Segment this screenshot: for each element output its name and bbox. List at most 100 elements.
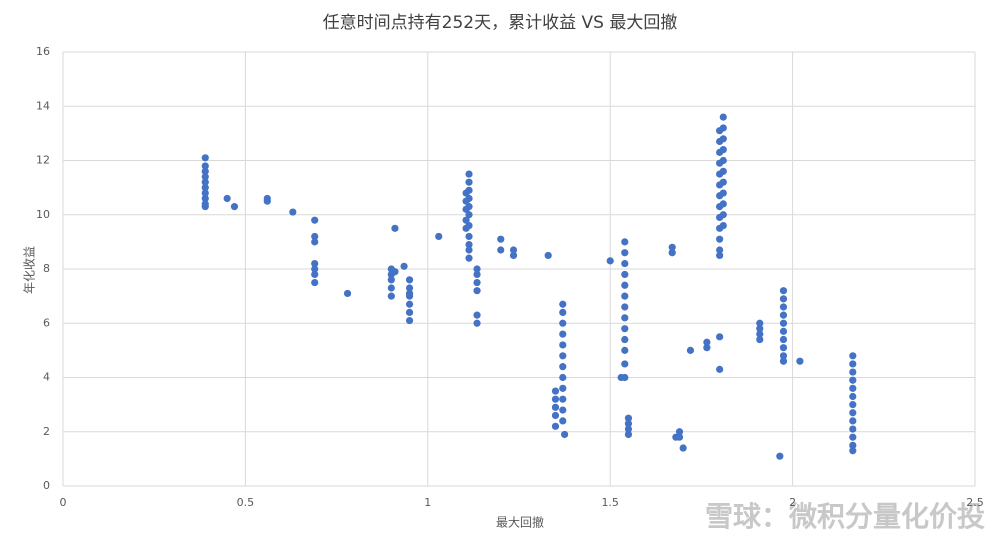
point — [465, 178, 473, 186]
x-tick-label: 2 — [789, 496, 796, 509]
point — [559, 417, 567, 425]
point — [624, 414, 633, 422]
x-tick-label: 1 — [424, 496, 431, 509]
point — [559, 352, 567, 360]
point — [544, 251, 552, 260]
point — [473, 319, 481, 327]
point — [405, 308, 414, 316]
point — [561, 430, 569, 439]
point — [551, 387, 560, 395]
point — [559, 319, 567, 327]
point — [201, 178, 209, 186]
point — [465, 170, 473, 178]
point — [391, 224, 399, 232]
point — [559, 395, 567, 403]
x-axis-label: 最大回撤 — [496, 515, 544, 530]
x-tick-label: 2.5 — [966, 496, 984, 509]
point — [559, 406, 567, 414]
y-tick-label: 10 — [36, 208, 50, 221]
point — [462, 216, 470, 224]
point — [756, 330, 764, 338]
point — [621, 303, 629, 311]
y-axis-label: 年化收益 — [23, 246, 37, 294]
point — [473, 287, 481, 295]
y-tick-label: 6 — [43, 316, 50, 329]
point — [559, 384, 567, 392]
point — [473, 278, 481, 287]
point — [621, 360, 629, 368]
grid — [62, 51, 976, 487]
point — [716, 333, 724, 341]
point — [621, 281, 629, 289]
point — [621, 346, 629, 354]
point — [473, 265, 481, 273]
point — [679, 444, 687, 452]
point — [621, 249, 629, 257]
point — [465, 203, 473, 211]
point — [849, 409, 857, 417]
x-tick-label: 1.5 — [601, 496, 619, 509]
point — [716, 365, 724, 373]
point — [719, 178, 727, 186]
point — [849, 352, 857, 360]
point — [201, 194, 209, 203]
point — [311, 265, 319, 273]
point — [779, 352, 788, 360]
point — [621, 314, 629, 322]
y-tick-label: 8 — [43, 262, 50, 275]
point — [849, 392, 857, 401]
point — [849, 384, 857, 392]
point — [551, 403, 560, 411]
x-tick-label: 0.5 — [237, 496, 255, 509]
point — [559, 300, 567, 308]
point — [668, 249, 676, 257]
point — [849, 417, 857, 425]
point — [675, 428, 684, 436]
point — [849, 425, 857, 433]
point — [509, 251, 518, 260]
point — [719, 124, 727, 132]
y-tick-label: 2 — [43, 425, 50, 438]
point — [465, 194, 473, 203]
point — [465, 211, 473, 219]
point — [559, 330, 567, 338]
point — [796, 357, 804, 365]
point — [201, 173, 209, 181]
point — [756, 335, 764, 344]
point — [779, 319, 788, 327]
point — [756, 325, 764, 333]
point — [719, 222, 727, 230]
point — [779, 303, 788, 311]
point — [559, 341, 567, 349]
points — [201, 113, 857, 460]
point — [849, 368, 857, 376]
point — [621, 259, 629, 268]
point — [559, 308, 567, 316]
point — [387, 284, 395, 292]
point — [849, 401, 857, 409]
point — [387, 292, 395, 300]
point — [405, 292, 414, 300]
point — [703, 338, 711, 346]
point — [201, 162, 209, 170]
point — [621, 335, 629, 344]
point — [621, 270, 629, 279]
point — [311, 278, 319, 287]
point — [779, 344, 788, 352]
point — [621, 325, 629, 333]
y-tick-label: 14 — [36, 99, 50, 112]
point — [617, 373, 625, 382]
point — [391, 268, 399, 276]
point — [405, 276, 414, 284]
point — [776, 452, 784, 460]
point — [465, 246, 473, 254]
point — [201, 203, 209, 211]
point — [289, 208, 297, 216]
point — [465, 254, 473, 262]
point — [779, 335, 788, 344]
point — [606, 257, 614, 265]
point — [849, 360, 857, 368]
point — [465, 240, 473, 249]
